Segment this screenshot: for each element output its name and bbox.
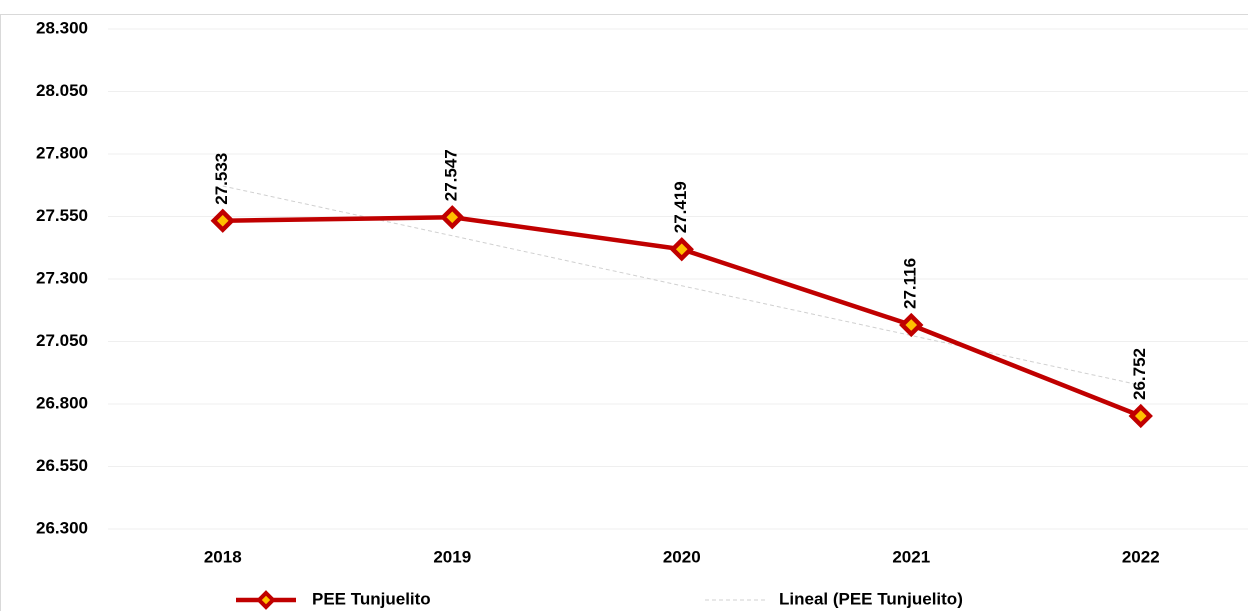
legend-label: Lineal (PEE Tunjuelito) [779, 589, 963, 608]
y-tick-label: 26.800 [36, 393, 88, 412]
data-label: 26.752 [1130, 348, 1149, 400]
y-tick-label: 26.300 [36, 518, 88, 537]
point-marker [899, 312, 924, 338]
legend-label: PEE Tunjuelito [312, 589, 431, 608]
data-label: 27.533 [212, 153, 231, 205]
x-tick-label: 2021 [892, 547, 930, 566]
data-label: 27.419 [671, 181, 690, 233]
legend-marker [256, 590, 276, 610]
x-tick-label: 2019 [433, 547, 471, 566]
x-tick-label: 2020 [663, 547, 701, 566]
point-marker [210, 208, 235, 233]
data-label: 27.116 [901, 258, 920, 309]
point-marker [669, 237, 694, 262]
y-tick-label: 27.550 [36, 206, 88, 225]
y-tick-label: 26.550 [36, 456, 88, 475]
chart-frame [0, 14, 1248, 611]
y-tick-label: 27.050 [36, 331, 88, 350]
y-tick-label: 27.300 [36, 268, 88, 287]
data-label: 27.547 [442, 149, 461, 201]
x-tick-label: 2022 [1122, 547, 1160, 566]
point-marker [440, 205, 465, 230]
x-tick-label: 2018 [204, 547, 242, 566]
y-tick-label: 28.300 [36, 18, 88, 37]
y-tick-label: 28.050 [36, 81, 88, 100]
point-marker [1128, 403, 1153, 429]
y-tick-label: 27.800 [36, 143, 88, 162]
